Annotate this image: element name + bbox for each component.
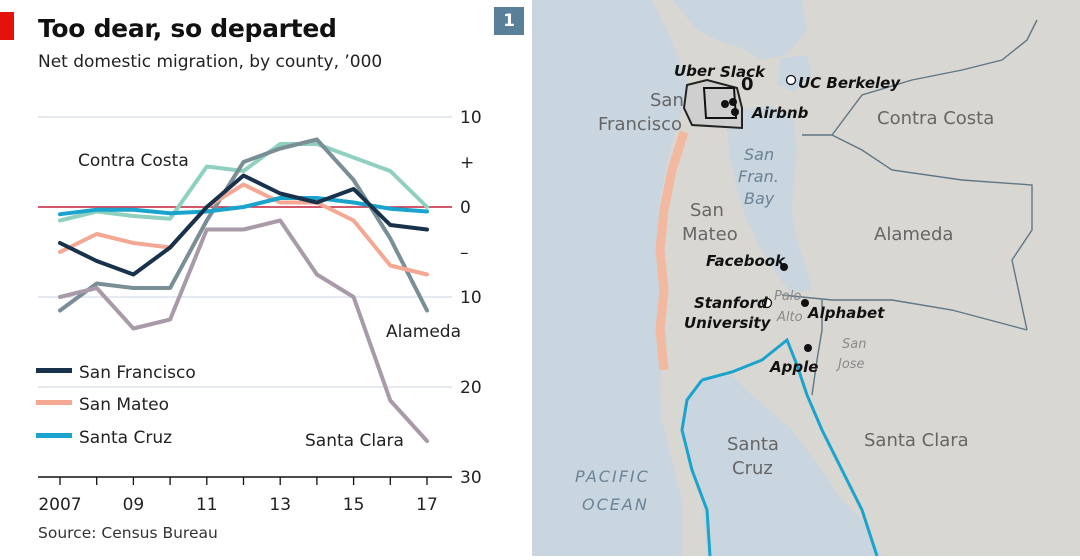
marker-facebook <box>780 263 788 271</box>
legend-label-san-francisco: San Francisco <box>79 363 196 383</box>
label-ocean-1: PACIFIC <box>575 467 650 486</box>
label-san-jose-1: San <box>842 337 866 352</box>
bay-area-map: San Francisco San Mateo Contra Costa Ala… <box>532 0 1080 557</box>
label-santa-cruz-1: Santa <box>727 434 779 455</box>
label-slack: Slack <box>720 63 766 81</box>
marker-apple <box>804 344 812 352</box>
series-line-san-mateo <box>58 182 429 277</box>
marker-uber <box>721 100 729 108</box>
series-line-san-francisco <box>58 173 429 277</box>
red-tag <box>0 12 14 40</box>
source-note: Source: Census Bureau <box>38 524 218 542</box>
label-sm-county-1: San <box>690 200 724 221</box>
y-tick-labels: 10 +0 – 10 20 30 <box>460 108 482 488</box>
series-lines <box>58 137 429 443</box>
x-tick-label: 09 <box>123 495 145 515</box>
legend-swatch-san-mateo <box>36 400 72 405</box>
series-label-santa-clara: Santa Clara <box>305 431 404 451</box>
company-labels: Uber Slack Airbnb UC Berkeley Facebook S… <box>674 62 901 376</box>
santa-cruz-border <box>680 337 879 557</box>
label-stanford-1: Stanford <box>694 294 768 312</box>
label-santa-clara-county: Santa Clara <box>864 430 969 451</box>
label-uber: Uber <box>674 62 716 80</box>
city-labels: Palo Alto San Jose <box>774 289 866 372</box>
series-line-santa-clara <box>58 218 429 443</box>
chart-panel: Too dear, so departed Net domestic migra… <box>0 0 532 556</box>
county-borders <box>781 19 1038 396</box>
y-tick-label: 10 <box>460 288 482 308</box>
label-sf-county-2: Francisco <box>598 114 682 135</box>
label-zero: 0 <box>741 74 754 95</box>
label-palo-alto-2: Alto <box>776 310 803 325</box>
label-bay-3: Bay <box>744 189 775 208</box>
label-bay-2: Fran. <box>738 167 779 186</box>
x-tick-label: 2007 <box>38 495 81 515</box>
series-line-santa-cruz <box>58 196 429 217</box>
marker-airbnb <box>731 108 739 116</box>
label-palo-alto-1: Palo <box>774 289 801 304</box>
y-tick-label: – <box>460 243 469 263</box>
map-graphic: San Francisco San Mateo Contra Costa Ala… <box>575 0 1080 557</box>
x-tick-label: 11 <box>196 495 218 515</box>
strait-water <box>777 55 812 92</box>
y-tick-label: 0 <box>460 198 471 218</box>
legend-label-san-mateo: San Mateo <box>79 395 169 415</box>
series-line-contra-costa <box>58 142 429 223</box>
y-tick-label: + <box>460 153 474 173</box>
legend-swatch-san-francisco <box>36 368 72 373</box>
legend-label-santa-cruz: Santa Cruz <box>79 428 172 448</box>
chart-title: Too dear, so departed <box>38 14 337 43</box>
label-apple: Apple <box>769 358 818 376</box>
label-airbnb: Airbnb <box>751 104 809 122</box>
legend: San Francisco San Mateo Santa Cruz <box>36 363 196 448</box>
label-santa-cruz-2: Cruz <box>732 458 773 479</box>
marker-alphabet <box>801 299 809 307</box>
x-tick-label: 15 <box>343 495 365 515</box>
label-sf-county-1: San <box>650 90 684 111</box>
marker-stanford <box>761 297 773 309</box>
label-stanford-2: University <box>684 314 772 332</box>
series-label-alameda: Alameda <box>386 322 461 342</box>
series-label-contra-costa: Contra Costa <box>78 151 189 171</box>
sf-hq-highlight <box>702 87 738 119</box>
x-axis: 2007 09 11 13 15 17 <box>38 477 438 515</box>
county-labels: San Francisco San Mateo Contra Costa Ala… <box>598 90 994 479</box>
y-tick-label: 10 <box>460 108 482 128</box>
label-san-jose-2: Jose <box>835 357 865 372</box>
label-alameda: Alameda <box>874 224 953 245</box>
x-tick-label: 17 <box>416 495 438 515</box>
north-bay-water <box>672 0 807 60</box>
label-contra-costa: Contra Costa <box>877 108 994 129</box>
label-sm-county-2: Mateo <box>682 224 738 245</box>
label-uc-berkeley: UC Berkeley <box>798 74 901 92</box>
bay-water <box>727 105 812 292</box>
san-francisco-outline <box>682 78 743 130</box>
label-facebook: Facebook <box>706 252 786 270</box>
label-ocean-2: OCEAN <box>582 495 649 514</box>
chart-number-badge: 1 <box>494 7 524 35</box>
label-alphabet: Alphabet <box>807 304 885 322</box>
label-bay-1: San <box>744 145 774 164</box>
y-tick-label: 30 <box>460 468 482 488</box>
company-markers <box>721 74 812 352</box>
marker-slack <box>729 98 737 106</box>
water-labels: San Fran. Bay PACIFIC OCEAN <box>575 145 779 514</box>
legend-swatch-santa-cruz <box>36 433 72 438</box>
x-tick-label: 13 <box>269 495 291 515</box>
san-mateo-coast <box>655 130 689 371</box>
chart-subtitle: Net domestic migration, by county, ’000 <box>38 52 383 72</box>
marker-uc-berkeley <box>785 74 797 86</box>
y-tick-label: 20 <box>460 378 482 398</box>
